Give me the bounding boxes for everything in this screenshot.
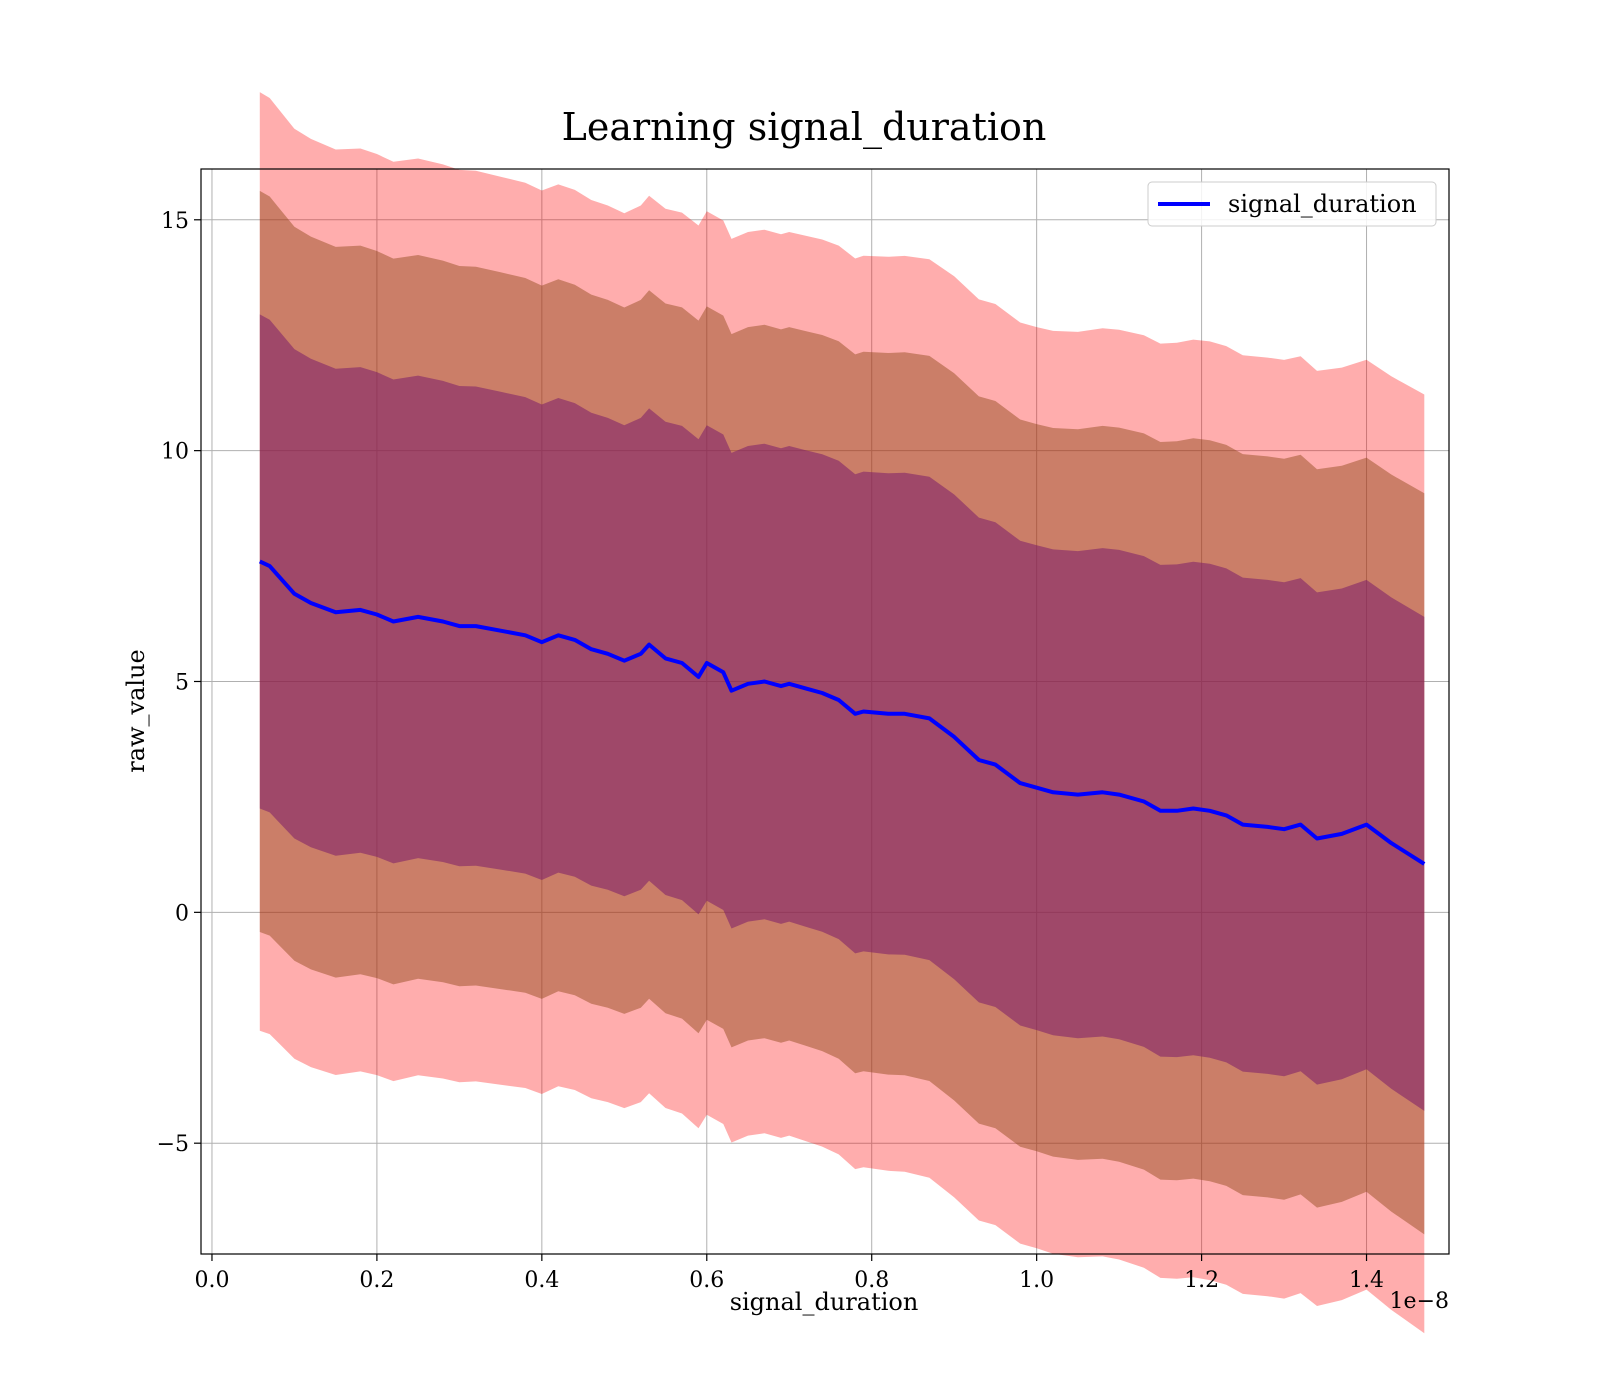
x-tick-label-5: 1.0 bbox=[1019, 1268, 1054, 1293]
x-tick-label-0: 0.0 bbox=[194, 1268, 229, 1293]
x-axis-label: signal_duration bbox=[730, 1288, 919, 1316]
x-tick-label-7: 1.4 bbox=[1349, 1268, 1384, 1293]
x-axis-offset-label: 1e−8 bbox=[1390, 1289, 1449, 1314]
y-tick-label-0: −5 bbox=[157, 1132, 189, 1157]
x-axis-ticks: 0.0 0.2 0.4 0.6 0.8 1.0 1.2 1.4 bbox=[194, 1254, 1384, 1293]
legend: signal_duration bbox=[1147, 181, 1437, 227]
y-tick-label-4: 15 bbox=[161, 209, 189, 234]
plot-frame bbox=[200, 168, 1450, 1255]
x-tick-label-3: 0.6 bbox=[689, 1268, 724, 1293]
x-tick-label-6: 1.2 bbox=[1184, 1268, 1219, 1293]
y-axis-ticks: −5 0 5 10 15 bbox=[157, 209, 201, 1157]
legend-box bbox=[1147, 181, 1437, 227]
x-tick-label-4: 0.8 bbox=[854, 1268, 889, 1293]
x-tick-label-2: 0.4 bbox=[524, 1268, 559, 1293]
std-bands bbox=[259, 92, 1425, 1334]
y-tick-label-1: 0 bbox=[175, 901, 189, 926]
series-lines bbox=[258, 559, 1426, 866]
legend-entry-signal-duration: signal_duration bbox=[1228, 190, 1417, 218]
y-tick-label-3: 10 bbox=[161, 440, 189, 465]
x-tick-label-1: 0.2 bbox=[359, 1268, 394, 1293]
y-tick-label-2: 5 bbox=[175, 670, 189, 695]
y-axis-label: raw_value bbox=[122, 649, 150, 773]
chart-title: Learning signal_duration bbox=[562, 105, 1047, 150]
series-line-signal-duration bbox=[258, 559, 1426, 866]
band-1-sigma bbox=[259, 314, 1425, 1111]
